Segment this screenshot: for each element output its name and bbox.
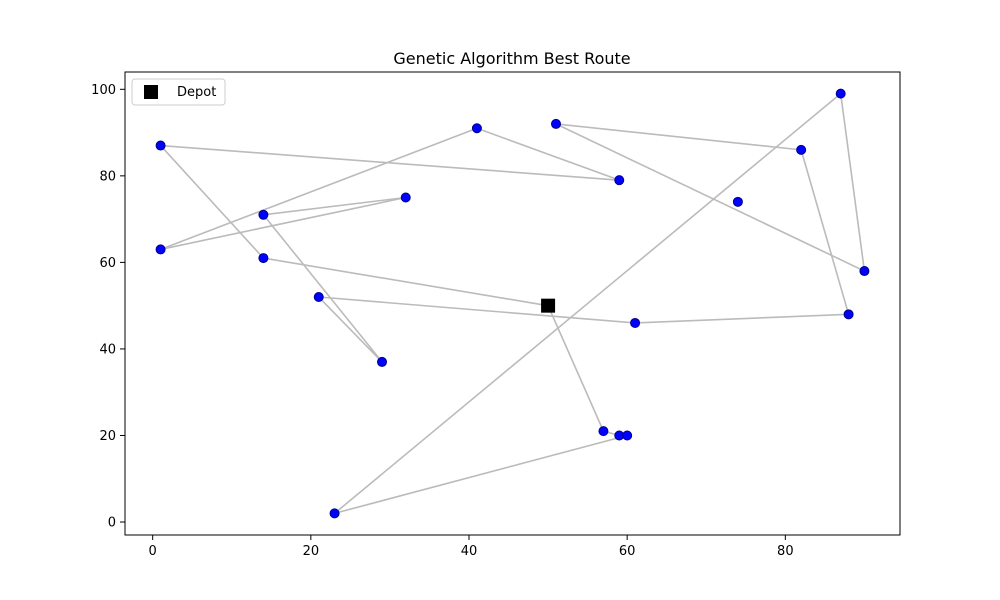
chart-title: Genetic Algorithm Best Route bbox=[393, 49, 630, 68]
route-segment bbox=[334, 434, 628, 515]
y-tick-label: 100 bbox=[91, 83, 116, 98]
customer-point bbox=[732, 196, 743, 207]
y-axis: 0 20 40 60 80 100 bbox=[91, 83, 125, 531]
route-segment bbox=[547, 305, 605, 432]
legend-depot-label: Depot bbox=[177, 85, 216, 100]
y-tick-label: 40 bbox=[99, 342, 116, 357]
plot-frame bbox=[124, 71, 901, 536]
customer-point bbox=[859, 266, 870, 277]
customer-point bbox=[630, 317, 641, 328]
route-segment bbox=[318, 296, 383, 363]
customer-point bbox=[550, 118, 561, 129]
route-segment bbox=[160, 144, 620, 181]
route-segment bbox=[555, 123, 802, 151]
route-segment bbox=[160, 127, 478, 251]
route-segment bbox=[263, 196, 406, 216]
customer-point bbox=[614, 175, 625, 186]
legend-depot-marker bbox=[144, 85, 158, 99]
route-segment bbox=[800, 149, 850, 315]
customer-point bbox=[313, 292, 324, 303]
customer-point bbox=[258, 253, 269, 264]
customer-point bbox=[598, 426, 609, 437]
y-tick-label: 80 bbox=[99, 169, 116, 184]
customer-point bbox=[155, 244, 166, 255]
y-tick-label: 20 bbox=[99, 429, 116, 444]
x-tick-label: 20 bbox=[303, 544, 320, 559]
customer-point bbox=[796, 144, 807, 155]
customer-point bbox=[622, 430, 633, 441]
customer-point bbox=[155, 140, 166, 151]
x-tick-label: 80 bbox=[777, 544, 794, 559]
route-segment bbox=[839, 93, 866, 272]
route-segment bbox=[334, 93, 842, 514]
route-segment bbox=[476, 127, 620, 181]
customer-point bbox=[329, 508, 340, 519]
customer-point bbox=[377, 356, 388, 367]
y-tick-label: 0 bbox=[108, 516, 116, 531]
customer-point bbox=[400, 192, 411, 203]
customer-points bbox=[155, 88, 870, 519]
x-tick-label: 0 bbox=[149, 544, 157, 559]
x-tick-label: 60 bbox=[619, 544, 636, 559]
legend: Depot bbox=[131, 78, 226, 106]
y-tick-label: 60 bbox=[99, 256, 116, 271]
route-lines bbox=[159, 93, 866, 515]
route-segment bbox=[635, 313, 849, 324]
depot-layer bbox=[541, 298, 556, 313]
x-tick-label: 40 bbox=[461, 544, 478, 559]
depot-marker bbox=[541, 298, 556, 313]
customer-point bbox=[258, 209, 269, 220]
route-segment bbox=[263, 257, 549, 307]
route-segment bbox=[318, 296, 636, 324]
customer-point bbox=[835, 88, 846, 99]
customer-point bbox=[843, 309, 854, 320]
route-segment bbox=[262, 214, 383, 363]
x-axis: 0 20 40 60 80 bbox=[149, 535, 794, 559]
customer-point bbox=[471, 123, 482, 134]
route-segment bbox=[555, 123, 865, 272]
route-segment bbox=[159, 145, 264, 259]
route-segment bbox=[160, 196, 406, 251]
